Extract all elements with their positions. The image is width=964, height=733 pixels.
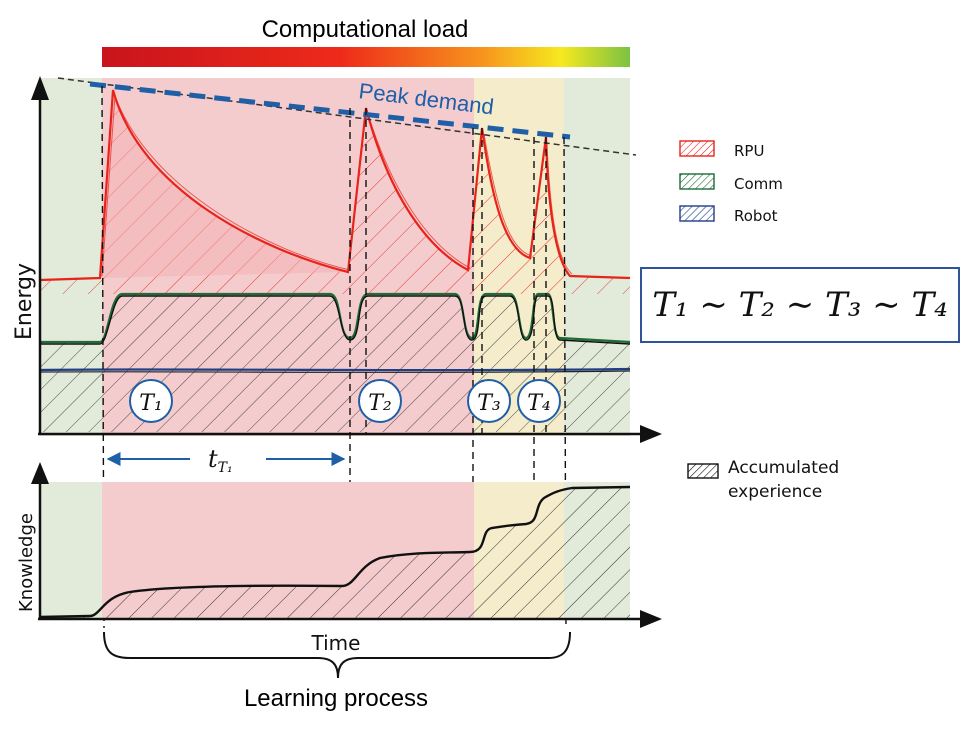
legend-robot-label: Robot xyxy=(734,207,778,225)
task-marker-t2: T₂ xyxy=(358,379,402,423)
legend-knowledge-label: Accumulated experience xyxy=(728,458,840,502)
peak-demand-line xyxy=(57,77,637,156)
equivalence-equation: T₁ ∼ T₂ ∼ T₃ ∼ T₄ xyxy=(640,267,960,343)
task-marker-t4: T₄ xyxy=(517,379,561,423)
duration-subscript: T₁ xyxy=(218,460,233,476)
comm-energy-band xyxy=(40,292,631,370)
knowledge-axes xyxy=(31,462,662,628)
legend-knowledge: Accumulated experience xyxy=(687,458,840,502)
task-marker-t1: T₁ xyxy=(129,379,173,423)
task-marker-t2-label: T₂ xyxy=(368,391,392,416)
task-marker-t3-label: T₃ xyxy=(477,391,501,416)
legend-comm-label: Comm xyxy=(734,175,783,193)
energy-axes xyxy=(31,76,662,443)
legend: RPU Comm Robot Accumulated experience xyxy=(679,140,840,502)
task-marker-t1-label: T₁ xyxy=(139,391,163,416)
learning-process-brace xyxy=(103,631,571,679)
legend-comm: Comm xyxy=(679,173,783,193)
computational-load-bar xyxy=(102,47,630,67)
learning-process-label: Learning process xyxy=(244,685,428,712)
chart-title: Computational load xyxy=(262,16,469,43)
task-marker-t3: T₃ xyxy=(467,379,511,423)
duration-arrow: tT₁ xyxy=(106,444,346,476)
rpu-curve xyxy=(39,89,631,282)
svg-text:tT₁: tT₁ xyxy=(208,445,233,476)
knowledge-area xyxy=(39,485,631,619)
duration-label: t xyxy=(208,445,218,473)
knowledge-curve xyxy=(39,485,631,619)
legend-rpu-label: RPU xyxy=(734,142,764,160)
time-label: Time xyxy=(311,631,361,655)
legend-robot: Robot xyxy=(679,205,778,225)
equivalence-equation-text: T₁ ∼ T₂ ∼ T₃ ∼ T₄ xyxy=(652,285,948,325)
legend-rpu: RPU xyxy=(679,140,764,160)
knowledge-axis-label: Knowledge xyxy=(16,513,37,612)
task-marker-t4-label: T₄ xyxy=(527,391,551,416)
energy-axis-label: Energy xyxy=(12,263,37,340)
